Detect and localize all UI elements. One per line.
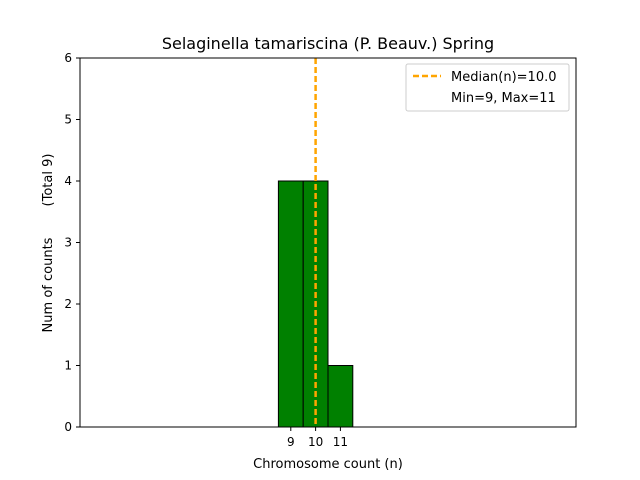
y-axis-label: Num of counts bbox=[41, 237, 56, 332]
x-tick-label: 10 bbox=[308, 435, 323, 449]
bar-11 bbox=[327, 365, 354, 428]
y-tick-label: 6 bbox=[64, 51, 72, 65]
y-axis-total-label: (Total 9) bbox=[41, 154, 56, 207]
legend: Median(n)=10.0 Min=9, Max=11 bbox=[405, 63, 570, 112]
y-tick-label: 2 bbox=[64, 297, 72, 311]
x-axis-label: Chromosome count (n) bbox=[253, 457, 403, 472]
y-tick-label: 0 bbox=[64, 420, 72, 434]
x-tick-label: 9 bbox=[287, 435, 295, 449]
legend-box bbox=[405, 63, 570, 112]
legend-range-label: Min=9, Max=11 bbox=[451, 91, 556, 106]
y-tick-label: 3 bbox=[64, 236, 72, 250]
y-axis-ticks: 0 1 2 3 4 5 6 bbox=[64, 51, 80, 434]
y-tick-label: 4 bbox=[64, 174, 72, 188]
bar-9 bbox=[277, 180, 304, 428]
x-axis-ticks: 9 10 11 bbox=[287, 427, 348, 449]
chart-title: Selaginella tamariscina (P. Beauv.) Spri… bbox=[162, 34, 494, 53]
y-tick-label: 5 bbox=[64, 113, 72, 127]
x-tick-label: 11 bbox=[333, 435, 348, 449]
legend-median-label: Median(n)=10.0 bbox=[451, 70, 557, 85]
y-tick-label: 1 bbox=[64, 359, 72, 373]
